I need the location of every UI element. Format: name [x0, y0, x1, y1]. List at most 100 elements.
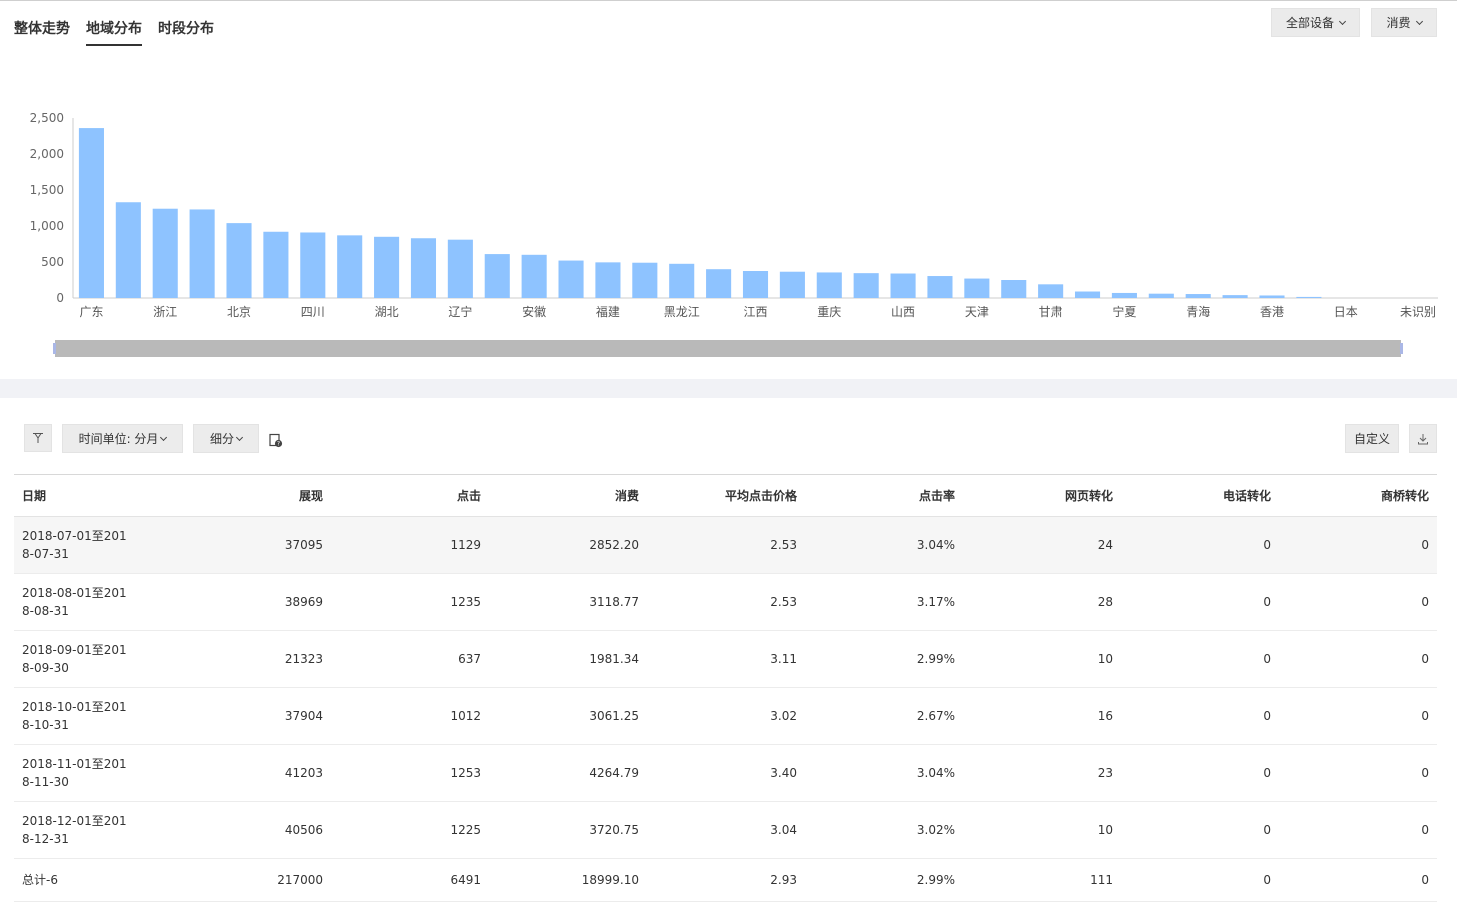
chart-zoom-slider[interactable] — [53, 340, 1403, 357]
table-cell: 1225 — [450, 823, 481, 837]
report-help-icon[interactable]: ? — [268, 433, 283, 448]
split-select[interactable]: 细分 — [193, 424, 259, 453]
chart-bar[interactable] — [115, 202, 141, 298]
chart-bar[interactable] — [816, 272, 842, 298]
chevron-down-icon — [1415, 17, 1423, 25]
column-header[interactable]: 点击率 — [918, 489, 955, 503]
chart-bar[interactable] — [927, 276, 953, 298]
chart-bar[interactable] — [374, 236, 400, 298]
table-cell: 41203 — [284, 766, 323, 780]
chart-bar[interactable] — [706, 269, 732, 298]
device-select[interactable]: 全部设备 — [1271, 8, 1360, 37]
chart-bar[interactable] — [1111, 292, 1137, 298]
chart-bar[interactable] — [1185, 294, 1211, 298]
chart-bar[interactable] — [337, 235, 363, 298]
chart-bar[interactable] — [1148, 293, 1174, 298]
column-header[interactable]: 展现 — [298, 489, 323, 503]
table-row[interactable]: 2018-09-01至2018-09-30 21323 637 1981.34 3.11… — [14, 631, 1437, 688]
chart-bar[interactable] — [78, 128, 104, 298]
column-header[interactable]: 电话转化 — [1222, 489, 1271, 503]
filter-button[interactable] — [24, 424, 52, 452]
table-cell: 3.04% — [916, 538, 955, 552]
slider-right-handle[interactable] — [1400, 343, 1403, 354]
y-tick-label: 1,000 — [30, 219, 64, 233]
time-unit-select[interactable]: 时间单位: 分月 — [62, 424, 183, 453]
column-header[interactable]: 网页转化 — [1064, 489, 1113, 503]
tab-region-distribution[interactable]: 地域分布 — [86, 18, 142, 46]
chart-bar[interactable] — [1296, 296, 1322, 298]
total-cell: 18999.10 — [581, 873, 639, 887]
custom-columns-button[interactable]: 自定义 — [1345, 424, 1399, 453]
column-header[interactable]: 商桥转化 — [1380, 489, 1429, 503]
table-cell: 0 — [1421, 538, 1429, 552]
y-tick-label: 1,500 — [30, 183, 64, 197]
download-button[interactable] — [1409, 424, 1437, 453]
column-header[interactable]: 日期 — [22, 489, 47, 503]
table-cell: 1253 — [450, 766, 481, 780]
metric-select[interactable]: 消费 — [1371, 8, 1437, 37]
svg-text:?: ? — [277, 441, 280, 448]
section-separator — [0, 379, 1457, 398]
filter-icon — [33, 433, 43, 443]
table-cell: 3.02% — [916, 823, 955, 837]
tab-overall-trend[interactable]: 整体走势 — [14, 21, 70, 37]
chart-bar[interactable] — [632, 262, 658, 298]
x-tick-label: 甘肃 — [1039, 305, 1063, 319]
chart-bar[interactable] — [1074, 291, 1101, 298]
chart-bar[interactable] — [484, 254, 510, 298]
chart-bar[interactable] — [1222, 295, 1248, 298]
table-cell: 2.53 — [770, 538, 797, 552]
x-tick-label: 重庆 — [817, 305, 841, 319]
table-cell: 0 — [1263, 823, 1271, 837]
column-header[interactable]: 点击 — [456, 489, 481, 503]
table-cell: 3.02 — [770, 709, 797, 723]
slider-left-handle[interactable] — [53, 343, 56, 354]
date-cell: 2018-09-01至2018-09-30 — [22, 643, 127, 675]
chart-bar[interactable] — [1038, 284, 1064, 298]
total-label-cell: 总计-6 — [22, 873, 58, 887]
chart-bar[interactable] — [964, 278, 990, 298]
chevron-down-icon — [1338, 17, 1347, 25]
table-cell: 1129 — [450, 538, 481, 552]
chart-bar[interactable] — [853, 273, 879, 298]
chart-bar[interactable] — [1001, 280, 1027, 298]
chart-bar[interactable] — [779, 271, 805, 298]
table-row[interactable]: 2018-08-01至2018-08-31 38969 1235 3118.77 2.5… — [14, 574, 1437, 631]
x-tick-label: 北京 — [227, 305, 251, 319]
chart-panel: 整体走势 地域分布 时段分布 全部设备 消费 — [0, 1, 1457, 379]
chart-bar[interactable] — [742, 271, 769, 298]
chart-bar[interactable] — [558, 260, 584, 298]
chart-bar[interactable] — [263, 231, 289, 298]
date-cell: 2018-08-01至2018-08-31 — [22, 586, 127, 618]
x-tick-label: 黑龙江 — [664, 305, 700, 319]
x-tick-label: 浙江 — [153, 305, 177, 319]
chart-bar[interactable] — [890, 273, 916, 298]
table-cell: 2.67% — [916, 709, 955, 723]
chevron-down-icon — [235, 433, 244, 441]
table-row[interactable]: 2018-11-01至2018-11-30 41203 1253 4264.79 3.4… — [14, 745, 1437, 802]
table-cell: 3.04 — [770, 823, 797, 837]
chart-bar[interactable] — [300, 232, 326, 298]
tab-time-distribution[interactable]: 时段分布 — [158, 21, 214, 37]
chart-bar[interactable] — [1259, 295, 1285, 298]
chart-bar[interactable] — [226, 223, 252, 298]
view-tabs: 整体走势 地域分布 时段分布 — [14, 18, 214, 46]
chart-bar[interactable] — [152, 208, 178, 298]
chart-bar[interactable] — [447, 239, 473, 298]
column-header[interactable]: 平均点击价格 — [724, 489, 797, 503]
x-tick-label: 日本 — [1334, 305, 1358, 319]
chart-bar[interactable] — [410, 238, 437, 298]
total-row: 总计-6 217000 6491 18999.10 2.93 2.99% 111 0 0 — [14, 859, 1437, 902]
table-row[interactable]: 2018-12-01至2018-12-31 40506 1225 3720.75 3.0… — [14, 802, 1437, 859]
table-row[interactable]: 2018-10-01至2018-10-31 37904 1012 3061.25 3.0… — [14, 688, 1437, 745]
table-cell: 2.99% — [916, 652, 955, 666]
chart-bar[interactable] — [669, 263, 695, 298]
table-cell: 0 — [1421, 652, 1429, 666]
table-row[interactable]: 2018-07-01至2018-07-31 37095 1129 2852.20 2.5… — [14, 516, 1437, 574]
x-tick-label: 山西 — [891, 305, 915, 319]
table-cell: 2.53 — [770, 595, 797, 609]
chart-bar[interactable] — [189, 209, 215, 298]
chart-bar[interactable] — [595, 262, 621, 298]
column-header[interactable]: 消费 — [614, 489, 639, 503]
chart-bar[interactable] — [521, 254, 547, 298]
